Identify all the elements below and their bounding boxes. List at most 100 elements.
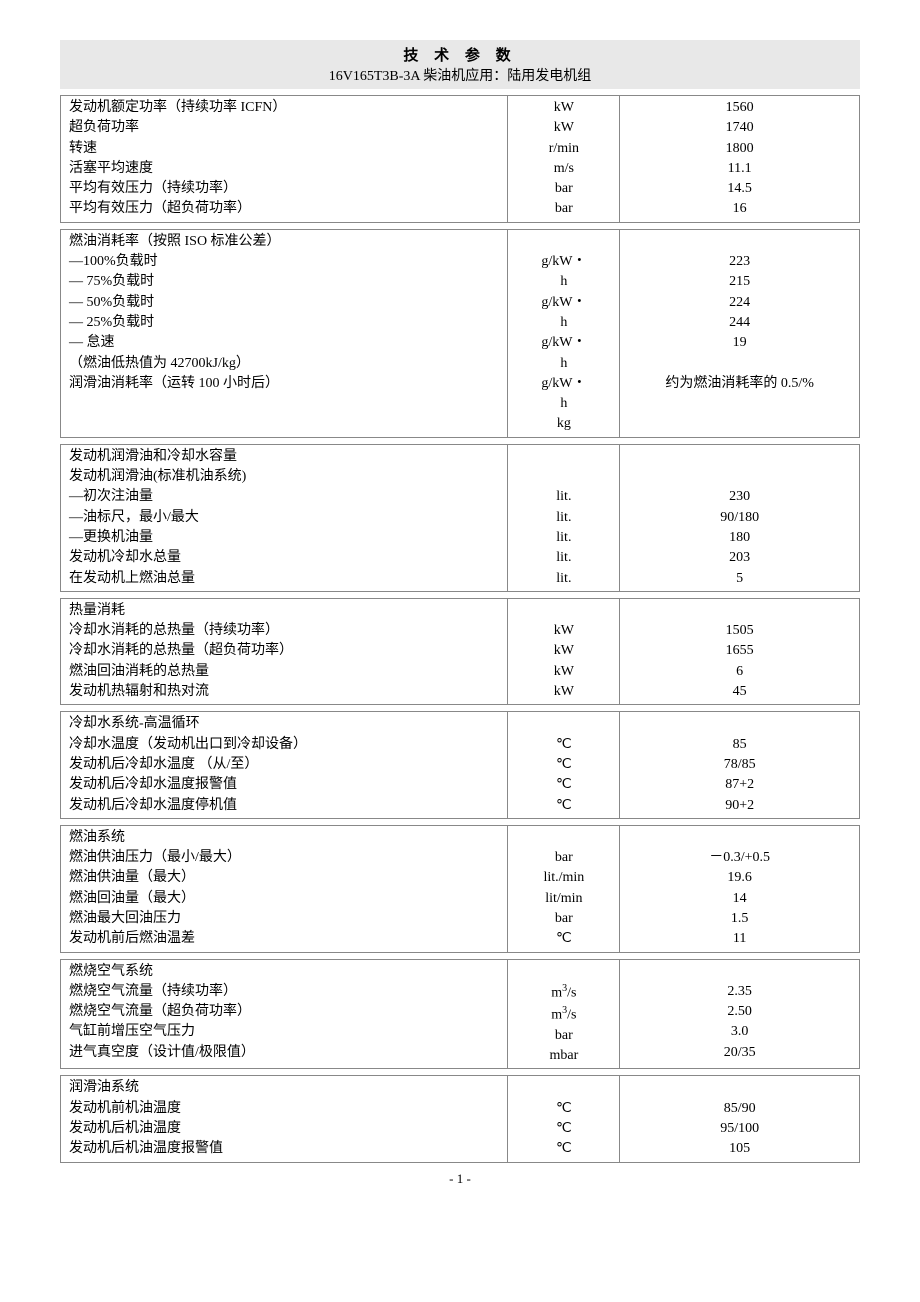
row-value: 203	[628, 548, 851, 568]
row-label: 转速	[69, 139, 499, 159]
spec-section: 发动机额定功率（持续功率 ICFN）超负荷功率转速活塞平均速度平均有效压力（持续…	[60, 95, 860, 223]
row-value: 90+2	[628, 796, 851, 816]
row-value	[628, 828, 851, 848]
row-label: 润滑油系统	[69, 1078, 499, 1098]
value-cell: 85/9095/100105	[620, 1076, 860, 1162]
row-value	[628, 467, 851, 487]
row-label: （燃油低热值为 42700kJ/kg）	[69, 354, 499, 374]
row-unit	[516, 467, 611, 487]
row-label: 发动机后机油温度	[69, 1119, 499, 1139]
value-cell: －0.3/+0.519.6141.511	[620, 825, 860, 952]
row-label: —初次注油量	[69, 487, 499, 507]
row-value: 20/35	[628, 1043, 851, 1063]
row-value: 90/180	[628, 508, 851, 528]
unit-cell: lit.lit.lit.lit.lit.	[508, 444, 620, 591]
row-unit: h	[516, 272, 611, 292]
row-unit: kW	[516, 662, 611, 682]
row-unit: ℃	[516, 1139, 611, 1159]
row-value: 1560	[628, 98, 851, 118]
row-label: 发动机前机油温度	[69, 1099, 499, 1119]
label-cell: 热量消耗冷却水消耗的总热量（持续功率）冷却水消耗的总热量（超负荷功率）燃油回油消…	[61, 598, 508, 704]
label-cell: 燃烧空气系统燃烧空气流量（持续功率）燃烧空气流量（超负荷功率）气缸前增压空气压力…	[61, 959, 508, 1069]
row-value	[628, 601, 851, 621]
row-label: — 75%负载时	[69, 272, 499, 292]
row-unit: ℃	[516, 735, 611, 755]
row-unit: h	[516, 394, 611, 414]
row-unit: lit.	[516, 548, 611, 568]
row-unit: lit.	[516, 487, 611, 507]
spec-section: 冷却水系统-高温循环冷却水温度（发动机出口到冷却设备）发动机后冷却水温度 （从/…	[60, 711, 860, 818]
row-unit: h	[516, 354, 611, 374]
spec-section: 燃油消耗率（按照 ISO 标准公差）—100%负载时— 75%负载时— 50%负…	[60, 229, 860, 438]
row-label: 发动机后冷却水温度报警值	[69, 775, 499, 795]
row-unit	[516, 1078, 611, 1098]
row-value: 约为燃油消耗率的 0.5/%	[628, 374, 851, 394]
row-value: 95/100	[628, 1119, 851, 1139]
row-value	[628, 414, 851, 434]
row-label: 燃烧空气流量（超负荷功率）	[69, 1002, 499, 1022]
unit-cell: g/kW・hg/kW・hg/kW・hg/kW・hkg	[508, 229, 620, 437]
row-value: 11	[628, 929, 851, 949]
row-unit	[516, 962, 611, 982]
row-value	[628, 394, 851, 414]
row-unit: kW	[516, 641, 611, 661]
row-unit: ℃	[516, 1099, 611, 1119]
row-value: 230	[628, 487, 851, 507]
row-unit: kW	[516, 98, 611, 118]
row-value: 2.35	[628, 982, 851, 1002]
row-label: 热量消耗	[69, 601, 499, 621]
row-value: 11.1	[628, 159, 851, 179]
row-value: 1.5	[628, 909, 851, 929]
label-cell: 发动机润滑油和冷却水容量发动机润滑油(标准机油系统)—初次注油量—油标尺，最小/…	[61, 444, 508, 591]
row-value: 6	[628, 662, 851, 682]
row-unit: bar	[516, 1026, 611, 1046]
label-cell: 冷却水系统-高温循环冷却水温度（发动机出口到冷却设备）发动机后冷却水温度 （从/…	[61, 712, 508, 818]
row-value: 87+2	[628, 775, 851, 795]
row-value: 85	[628, 735, 851, 755]
row-label: 平均有效压力（持续功率）	[69, 179, 499, 199]
row-label: 燃油消耗率（按照 ISO 标准公差）	[69, 232, 499, 252]
row-value: 180	[628, 528, 851, 548]
spec-section: 发动机润滑油和冷却水容量发动机润滑油(标准机油系统)—初次注油量—油标尺，最小/…	[60, 444, 860, 592]
row-label: 发动机冷却水总量	[69, 548, 499, 568]
row-label: —油标尺，最小/最大	[69, 508, 499, 528]
row-label: 燃油回油消耗的总热量	[69, 662, 499, 682]
row-unit: g/kW・	[516, 293, 611, 313]
row-label: 发动机后机油温度报警值	[69, 1139, 499, 1159]
row-value: 5	[628, 569, 851, 589]
page-number: - 1 -	[60, 1171, 860, 1187]
row-unit: bar	[516, 199, 611, 219]
row-label: — 50%负载时	[69, 293, 499, 313]
row-label: 平均有效压力（超负荷功率）	[69, 199, 499, 219]
row-unit	[516, 828, 611, 848]
row-value: 19.6	[628, 868, 851, 888]
row-value: 244	[628, 313, 851, 333]
row-unit: m/s	[516, 159, 611, 179]
row-label	[69, 394, 499, 414]
spec-section: 热量消耗冷却水消耗的总热量（持续功率）冷却水消耗的总热量（超负荷功率）燃油回油消…	[60, 598, 860, 705]
row-unit: lit/min	[516, 889, 611, 909]
unit-cell: kWkWr/minm/sbarbar	[508, 96, 620, 223]
row-unit: lit./min	[516, 868, 611, 888]
row-value: 2.50	[628, 1002, 851, 1022]
row-label: 燃烧空气流量（持续功率）	[69, 982, 499, 1002]
row-label: 润滑油消耗率（运转 100 小时后）	[69, 374, 499, 394]
row-unit: kg	[516, 414, 611, 434]
row-label: 发动机后冷却水温度 （从/至）	[69, 755, 499, 775]
row-label: 发动机后冷却水温度停机值	[69, 796, 499, 816]
value-cell: 15601740180011.114.516	[620, 96, 860, 223]
row-value: 85/90	[628, 1099, 851, 1119]
value-cell: 22321522424419 约为燃油消耗率的 0.5/%	[620, 229, 860, 437]
row-unit: ℃	[516, 796, 611, 816]
row-value: －0.3/+0.5	[628, 848, 851, 868]
row-label: 燃油最大回油压力	[69, 909, 499, 929]
unit-cell: barlit./minlit/minbar℃	[508, 825, 620, 952]
row-unit: m3/s	[516, 1004, 611, 1026]
row-unit: lit.	[516, 569, 611, 589]
row-value: 14.5	[628, 179, 851, 199]
row-value: 19	[628, 333, 851, 353]
row-unit: ℃	[516, 1119, 611, 1139]
row-label: —100%负载时	[69, 252, 499, 272]
row-label: 在发动机上燃油总量	[69, 569, 499, 589]
row-value: 14	[628, 889, 851, 909]
